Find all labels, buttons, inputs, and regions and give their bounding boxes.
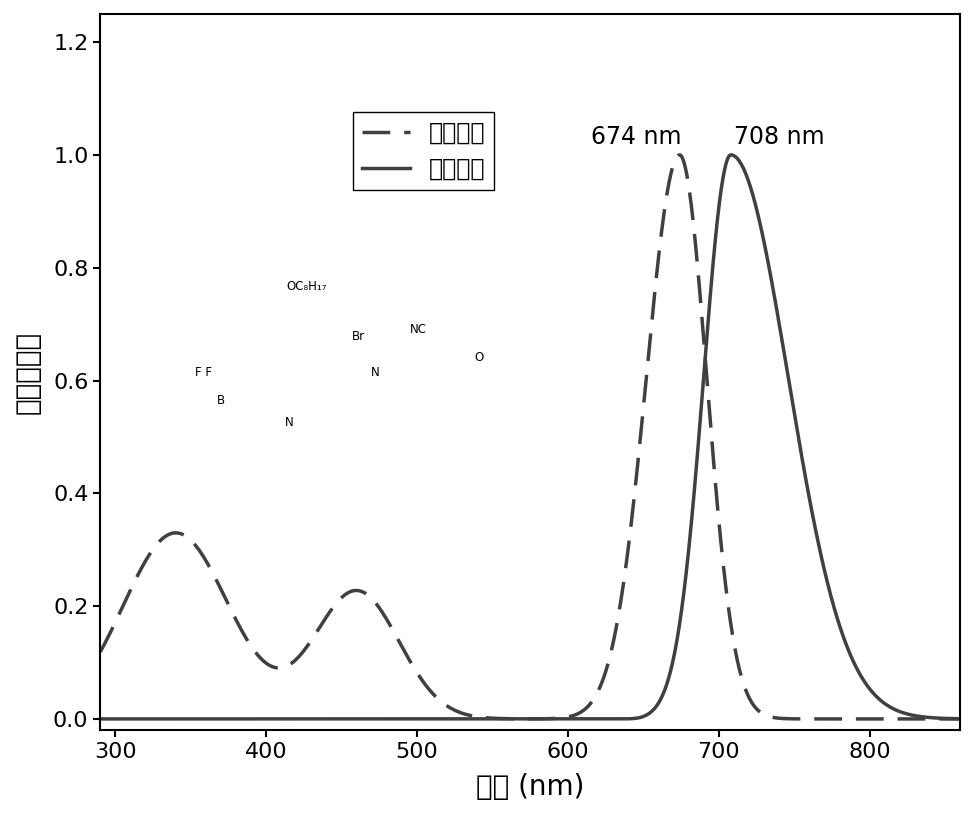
Text: N: N (371, 366, 380, 378)
Text: NC: NC (410, 323, 427, 336)
Text: Br: Br (352, 330, 365, 343)
Text: OC₈H₁₇: OC₈H₁₇ (286, 280, 327, 293)
Text: N: N (285, 416, 294, 429)
Text: F F: F F (195, 366, 212, 378)
Legend: 吸收曲线, 发射曲线: 吸收曲线, 发射曲线 (353, 112, 495, 191)
Text: B: B (216, 394, 225, 408)
Text: O: O (474, 351, 483, 364)
Text: 708 nm: 708 nm (733, 125, 824, 148)
Y-axis label: 归一化强度: 归一化强度 (14, 330, 42, 413)
X-axis label: 波长 (nm): 波长 (nm) (476, 773, 584, 801)
Text: 674 nm: 674 nm (590, 125, 681, 148)
